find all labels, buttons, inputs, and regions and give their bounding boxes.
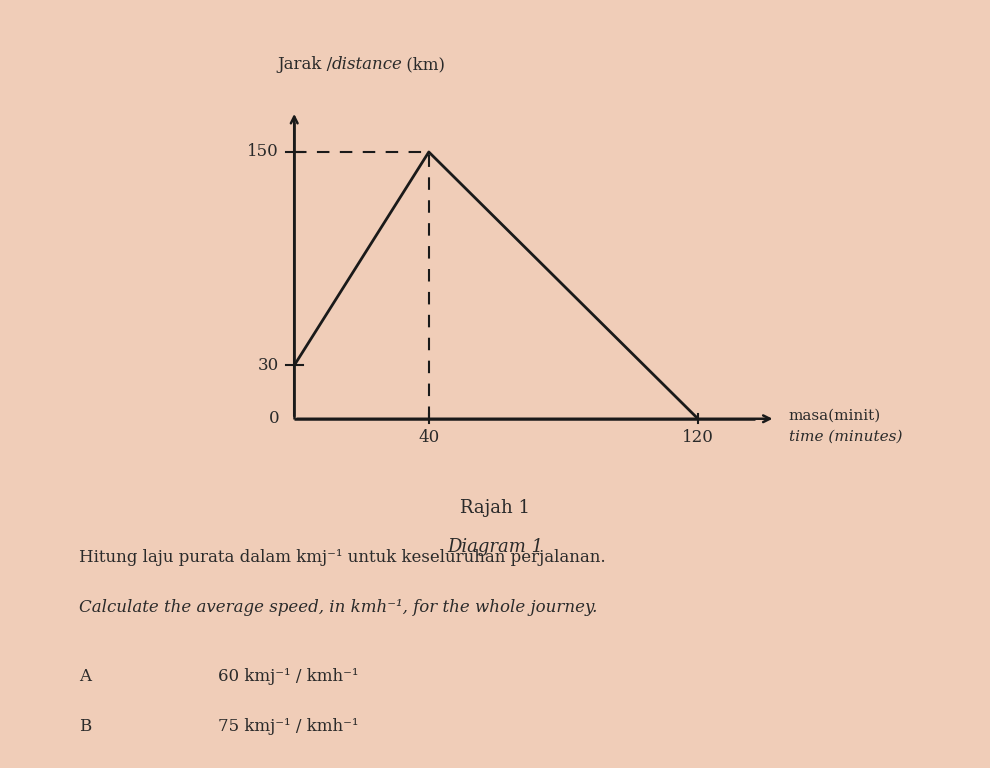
- Text: 150: 150: [248, 144, 279, 161]
- Text: Jarak /: Jarak /: [277, 56, 338, 73]
- Text: (km): (km): [401, 56, 445, 73]
- Text: time (minutes): time (minutes): [789, 429, 902, 444]
- Text: 30: 30: [257, 357, 279, 374]
- Text: 40: 40: [418, 429, 440, 445]
- Text: 60 kmj⁻¹ / kmh⁻¹: 60 kmj⁻¹ / kmh⁻¹: [218, 668, 358, 685]
- Text: Calculate the average speed, in kmh⁻¹, for the whole journey.: Calculate the average speed, in kmh⁻¹, f…: [79, 599, 598, 616]
- Text: Rajah 1: Rajah 1: [460, 499, 530, 517]
- Text: B: B: [79, 718, 91, 735]
- Text: 0: 0: [268, 410, 279, 427]
- Text: Diagram 1: Diagram 1: [446, 538, 544, 555]
- Text: 75 kmj⁻¹ / kmh⁻¹: 75 kmj⁻¹ / kmh⁻¹: [218, 718, 358, 735]
- Text: A: A: [79, 668, 91, 685]
- Text: Hitung laju purata dalam kmj⁻¹ untuk keseluruhan perjalanan.: Hitung laju purata dalam kmj⁻¹ untuk kes…: [79, 549, 606, 566]
- Text: distance: distance: [332, 56, 403, 73]
- Text: 120: 120: [682, 429, 714, 445]
- Text: masa(minit): masa(minit): [789, 409, 881, 422]
